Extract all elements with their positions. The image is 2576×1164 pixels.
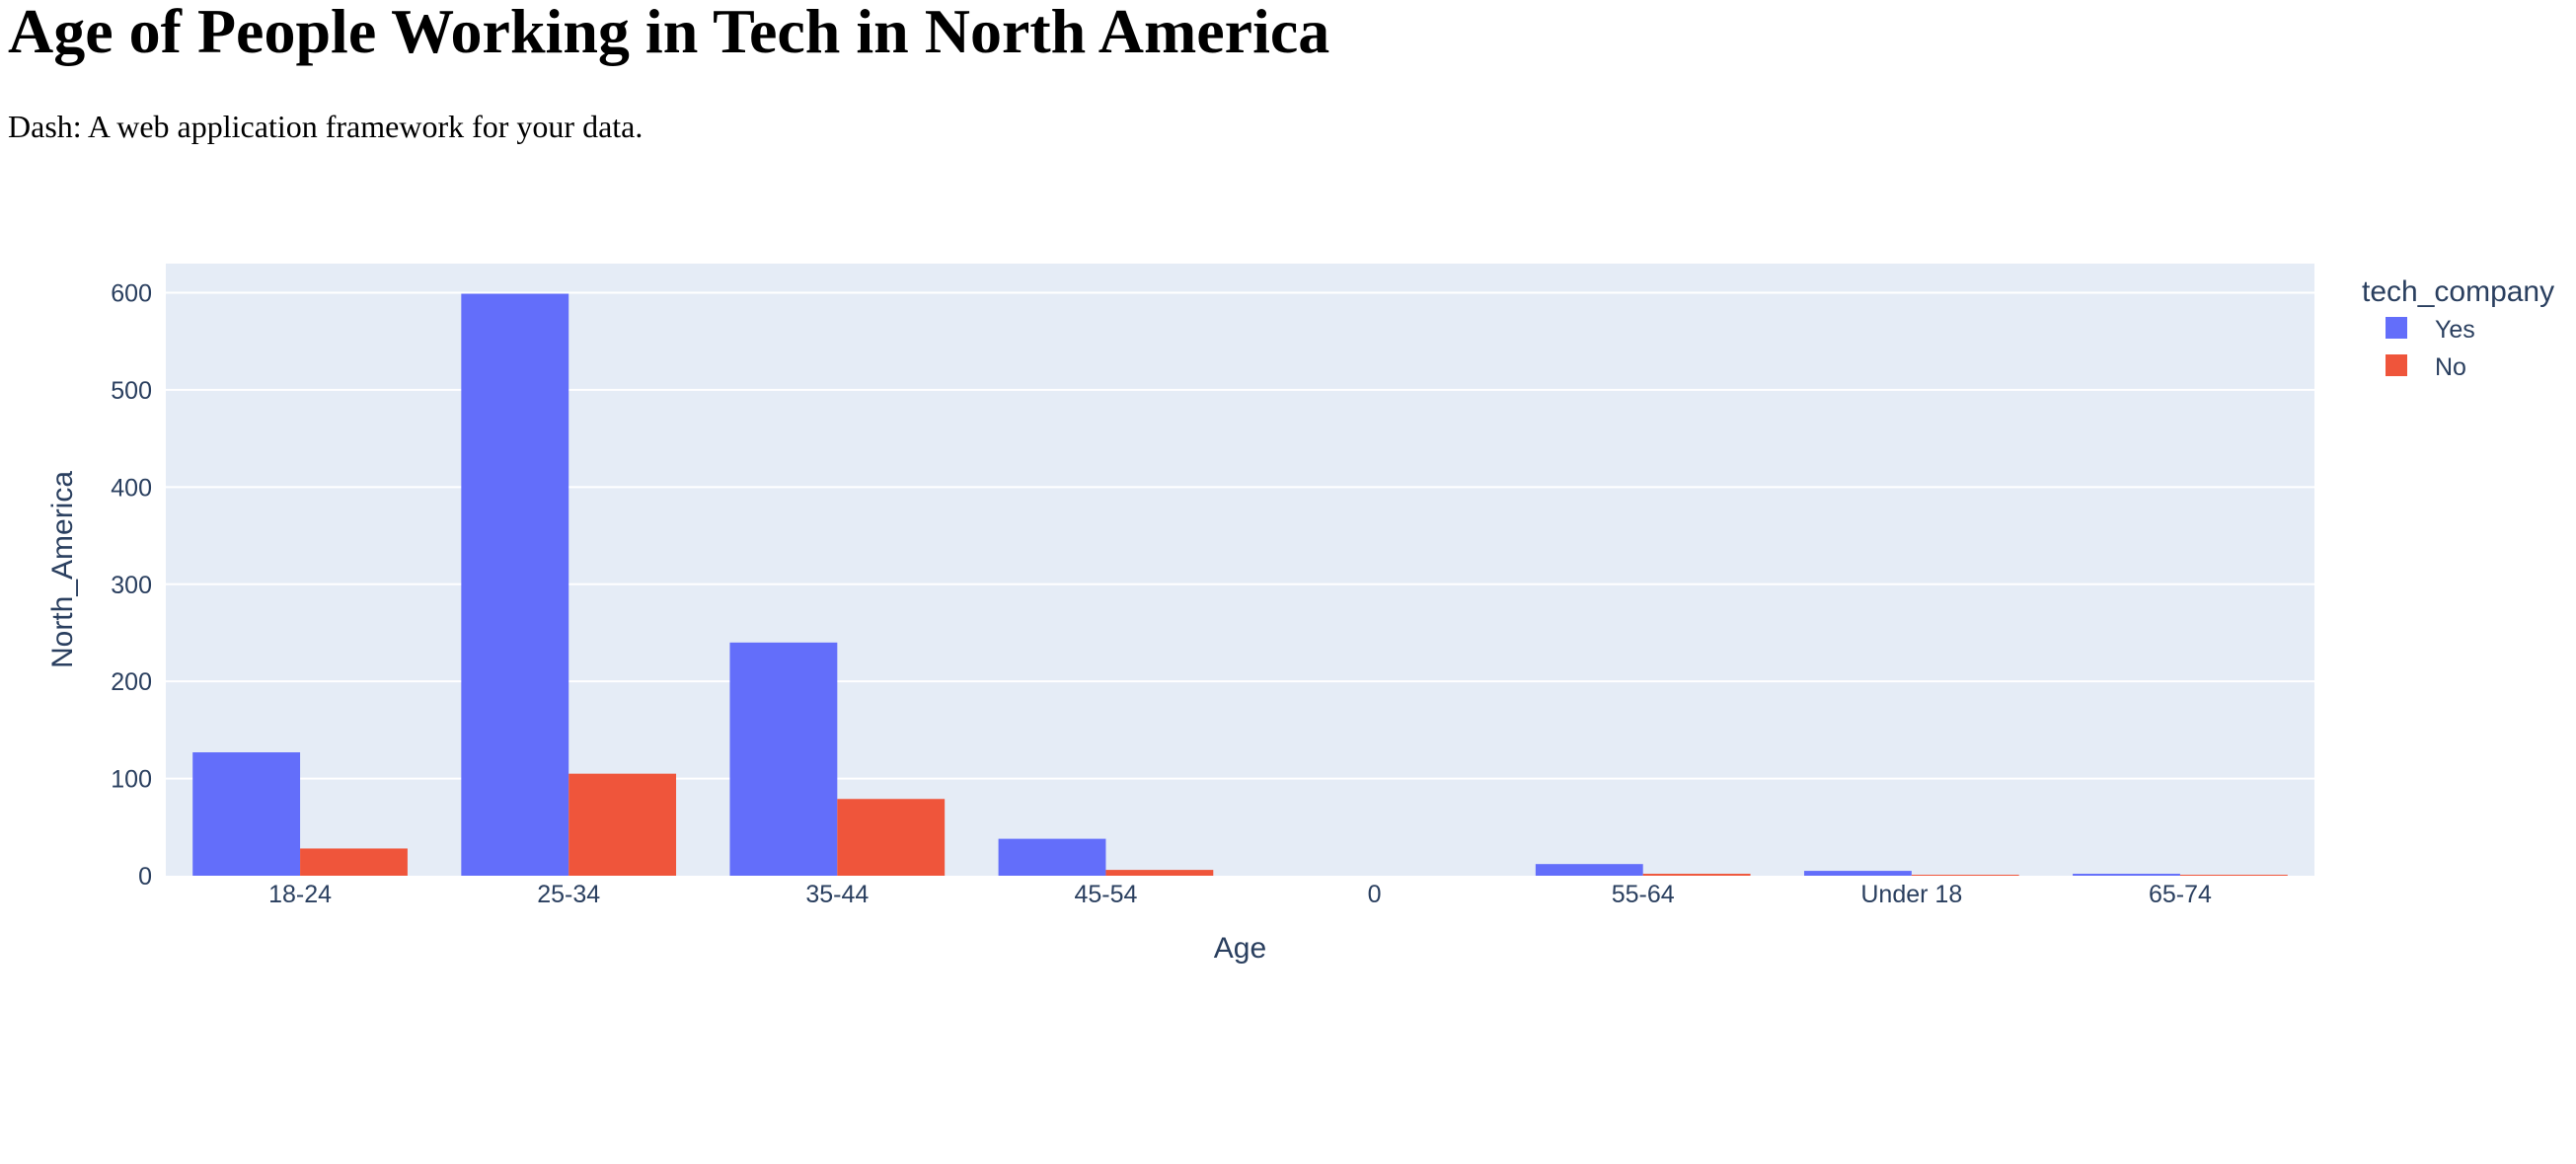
legend-label-yes[interactable]: Yes (2435, 316, 2475, 344)
bars (192, 293, 2288, 876)
x-tick-label: 45-54 (1074, 881, 1137, 908)
legend-swatch-yes[interactable] (2386, 317, 2407, 339)
y-tick-label: 0 (138, 863, 152, 891)
x-tick-label: 35-44 (805, 881, 869, 908)
y-tick-label: 600 (111, 280, 152, 308)
y-axis-title: North_America (46, 471, 79, 668)
bar-yes-65-74[interactable] (2073, 874, 2180, 876)
bar-yes-35-44[interactable] (729, 642, 838, 876)
page-subtitle: Dash: A web application framework for yo… (8, 109, 644, 144)
x-tick-label: Under 18 (1860, 881, 1962, 908)
x-tick-label: 18-24 (268, 881, 332, 908)
y-tick-label: 400 (111, 474, 152, 502)
bar-yes-55-64[interactable] (1535, 864, 1643, 876)
legend: tech_company Yes No (2362, 275, 2554, 381)
x-axis-title: Age (1214, 932, 1266, 965)
x-tick-label: 55-64 (1612, 881, 1675, 908)
bar-no-35-44[interactable] (837, 799, 946, 876)
x-tick-label: 65-74 (2149, 881, 2212, 908)
legend-label-no[interactable]: No (2435, 353, 2466, 381)
bar-no-under-18[interactable] (1911, 875, 2019, 876)
legend-swatch-no[interactable] (2386, 354, 2407, 376)
bar-yes-under-18[interactable] (1803, 871, 1912, 876)
legend-title: tech_company (2362, 275, 2554, 308)
page-title: Age of People Working in Tech in North A… (8, 0, 1330, 66)
bar-no-55-64[interactable] (1642, 874, 1751, 876)
x-tick-label: 25-34 (537, 881, 600, 908)
y-tick-label: 200 (111, 668, 152, 696)
y-tick-label: 500 (111, 377, 152, 405)
bar-no-25-34[interactable] (568, 773, 677, 876)
bar-yes-18-24[interactable] (192, 752, 301, 876)
x-tick-label: 0 (1368, 881, 1382, 908)
bar-no-65-74[interactable] (2179, 875, 2288, 876)
x-axis-ticks: 18-24 25-34 35-44 45-54 0 55-64 Under 18 65-74 (268, 881, 2212, 908)
bar-no-45-54[interactable] (1105, 870, 1214, 876)
bar-no-18-24[interactable] (300, 848, 408, 876)
bar-yes-25-34[interactable] (461, 293, 569, 876)
bar-yes-45-54[interactable] (998, 838, 1106, 876)
y-axis-ticks: 0 100 200 300 400 500 600 (111, 280, 152, 891)
y-tick-label: 300 (111, 572, 152, 599)
y-tick-label: 100 (111, 766, 152, 794)
